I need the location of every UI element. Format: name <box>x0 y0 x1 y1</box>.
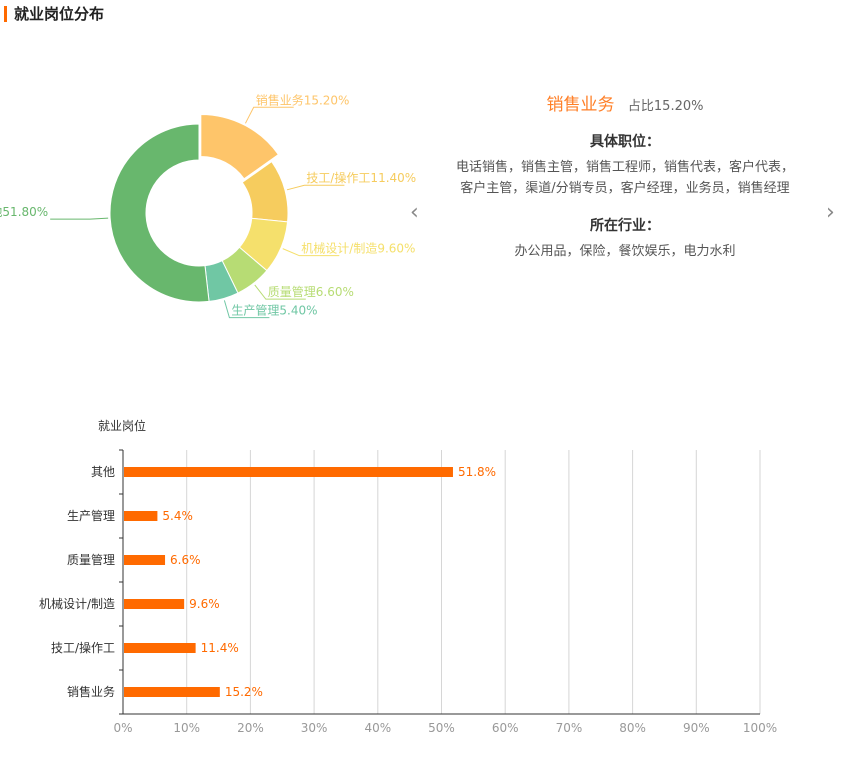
chevron-left-icon[interactable]: ‹ <box>410 200 419 225</box>
bar-category-label: 生产管理 <box>67 508 115 523</box>
bar-category-label: 机械设计/制造 <box>39 596 115 611</box>
donut-leader-line <box>50 217 109 220</box>
bar-x-tick-label: 70% <box>556 721 583 735</box>
bar-x-tick-label: 100% <box>743 721 777 735</box>
bar-chart: 就业岗位 0% 10% 20% 30% 40% 50% 60% 70% 80% 90% 100% 其他 5… <box>39 418 777 735</box>
donut-leader-line <box>286 184 345 191</box>
bar-销售业务[interactable] <box>124 687 220 697</box>
donut-leader-line <box>254 284 306 300</box>
donut-label-技工-操作工: 技工/操作工11.40% <box>306 170 416 185</box>
donut-slice-销售业务[interactable] <box>200 113 280 180</box>
bar-x-tick-label: 30% <box>301 721 328 735</box>
section-title: 就业岗位分布 <box>14 5 105 23</box>
detail-position-share: 占比15.20% <box>627 99 704 114</box>
bar-value-label: 15.2% <box>225 685 263 699</box>
bar-x-tick-label: 20% <box>237 721 264 735</box>
donut-leader-line <box>223 300 270 319</box>
industry-title: 所在行业： <box>590 218 660 234</box>
bar-x-tick-label: 40% <box>364 721 391 735</box>
donut-label-销售业务: 销售业务15.20% <box>256 92 350 107</box>
bar-x-tick-label: 80% <box>619 721 646 735</box>
bar-机械设计-制造[interactable] <box>124 599 185 609</box>
positions-line-2: 客户主管，渠道/分销专员，客户经理，业务员，销售经理 <box>460 181 790 196</box>
positions-line-1: 电话销售，销售主管，销售工程师，销售代表，客户代表， <box>455 160 794 175</box>
donut-label-质量管理: 质量管理6.60% <box>268 284 354 299</box>
bar-其他[interactable] <box>124 467 453 477</box>
bar-category-label: 质量管理 <box>67 552 115 567</box>
donut-leader-line <box>244 106 294 124</box>
position-detail-panel: 销售业务 占比15.20% 具体职位： 电话销售，销售主管，销售工程师，销售代表… <box>430 90 820 262</box>
bar-x-tick-label: 90% <box>683 721 710 735</box>
positions-list: 电话销售，销售主管，销售工程师，销售代表，客户代表， 客户主管，渠道/分销专员，… <box>430 157 820 199</box>
bar-value-label: 6.6% <box>170 553 201 567</box>
header-accent-bar <box>4 6 7 22</box>
bar-category-label: 销售业务 <box>67 684 115 699</box>
donut-chart: 销售业务15.20% 技工/操作工11.40% 机械设计/制造9.60% 质量管理6.… <box>0 92 416 319</box>
bar-x-tick-label: 60% <box>492 721 519 735</box>
bar-axis-title: 就业岗位 <box>98 418 146 433</box>
donut-slice-其他[interactable] <box>109 123 210 303</box>
industry-list: 办公用品，保险，餐饮娱乐，电力水利 <box>514 244 736 259</box>
positions-title: 具体职位： <box>590 134 660 150</box>
bar-技工-操作工[interactable] <box>124 643 196 653</box>
bar-value-label: 5.4% <box>162 509 193 523</box>
donut-label-生产管理: 生产管理5.40% <box>231 303 317 318</box>
donut-label-机械设计-制造: 机械设计/制造9.60% <box>301 241 415 256</box>
bar-value-label: 11.4% <box>201 641 239 655</box>
bar-生产管理[interactable] <box>124 511 158 521</box>
bar-category-label: 技工/操作工 <box>51 640 115 655</box>
bar-x-tick-label: 50% <box>428 721 455 735</box>
bar-质量管理[interactable] <box>124 555 166 565</box>
detail-position-name: 销售业务 <box>546 95 615 115</box>
chevron-right-icon[interactable]: › <box>826 200 835 225</box>
bar-category-label: 其他 <box>91 465 115 479</box>
bar-x-tick-label: 0% <box>113 721 132 735</box>
bar-x-tick-label: 10% <box>173 721 200 735</box>
bar-value-label: 51.8% <box>458 465 496 479</box>
detail-heading: 销售业务 占比15.20% <box>430 90 820 115</box>
donut-leader-line <box>282 248 340 257</box>
section-header: 就业岗位分布 <box>0 0 868 30</box>
bar-value-label: 9.6% <box>189 597 220 611</box>
